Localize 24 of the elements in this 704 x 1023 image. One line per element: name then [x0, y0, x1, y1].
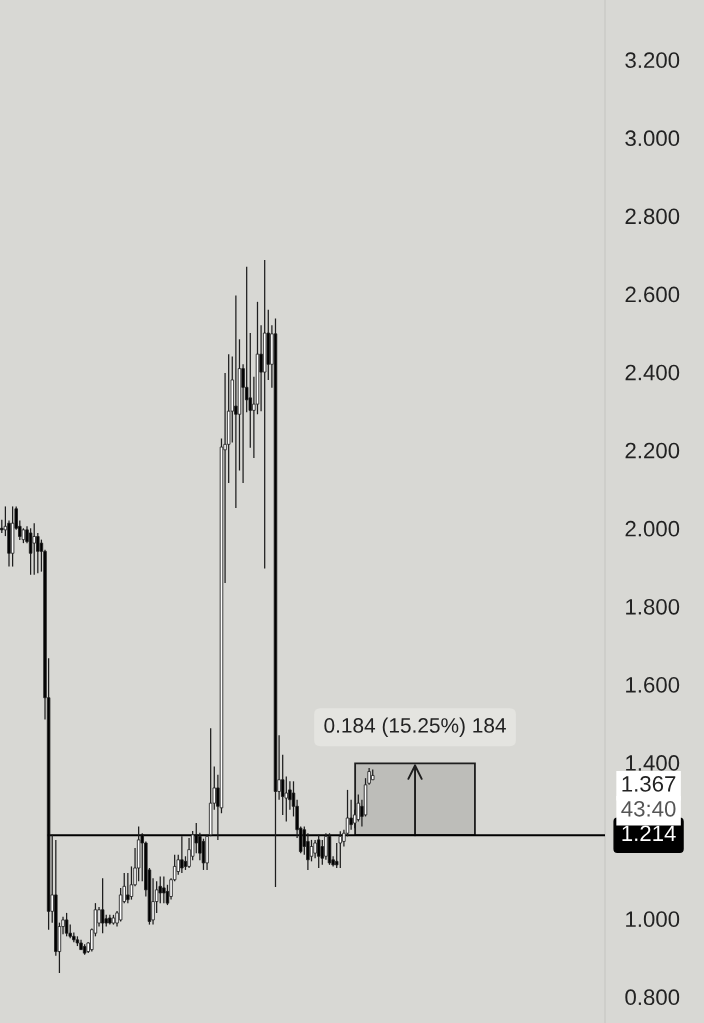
y-tick-label: 2.600: [625, 286, 680, 303]
candlestick: [162, 875, 166, 904]
y-tick-label: 2.800: [625, 208, 680, 225]
y-tick-label: 3.200: [625, 52, 680, 69]
ref-line-label: 1.214: [622, 825, 676, 841]
candlestick: [313, 839, 317, 859]
y-tick-label: 3.000: [625, 130, 680, 147]
y-tick-label: 1.600: [626, 677, 680, 693]
candlestick: [234, 294, 238, 509]
y-tick-label: 0.800: [625, 989, 680, 1006]
band-label: 0.184 (15.25%) 184: [324, 717, 506, 737]
y-tick-label: 2.400: [625, 364, 680, 381]
candlestick: [259, 324, 263, 412]
text: 1.367: [622, 776, 676, 792]
candlestick: [309, 839, 314, 862]
y-tick-label: 2.000: [625, 520, 680, 537]
candlestick: [324, 832, 328, 861]
y-tick-label: 2.200: [625, 442, 680, 459]
y-tick-label: 1.400: [626, 755, 680, 771]
y-tick-label: 1.000: [626, 911, 680, 928]
candlestick: [349, 799, 353, 831]
candlestick: [32, 522, 36, 576]
text: 43:40: [621, 800, 676, 817]
y-tick-label: 1.800: [626, 598, 680, 615]
